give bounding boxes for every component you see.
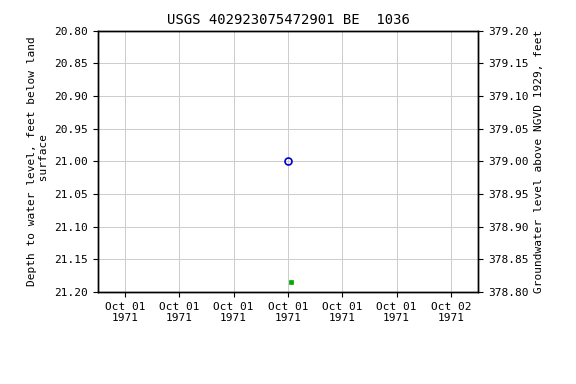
- Y-axis label: Groundwater level above NGVD 1929, feet: Groundwater level above NGVD 1929, feet: [534, 30, 544, 293]
- Y-axis label: Depth to water level, feet below land
 surface: Depth to water level, feet below land su…: [27, 36, 49, 286]
- Legend: Period of approved data: Period of approved data: [193, 381, 383, 384]
- Title: USGS 402923075472901 BE  1036: USGS 402923075472901 BE 1036: [166, 13, 410, 27]
